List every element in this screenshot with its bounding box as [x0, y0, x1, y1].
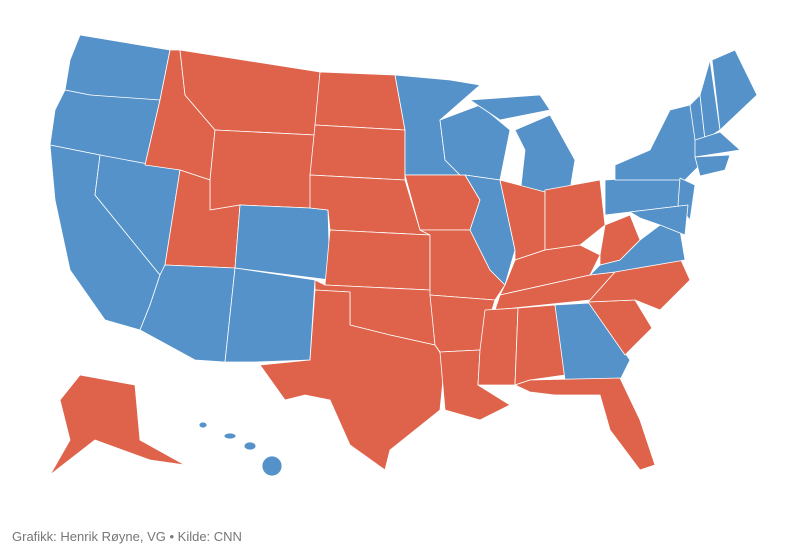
state: [629, 204, 689, 236]
state: [514, 304, 566, 386]
state: [694, 154, 731, 177]
state: [711, 49, 758, 131]
state: [694, 131, 741, 158]
state: [198, 421, 208, 429]
state: [64, 34, 171, 101]
state: [614, 104, 701, 181]
state: [544, 179, 606, 251]
state: [554, 302, 631, 381]
state: [514, 114, 576, 196]
state: [309, 124, 406, 181]
state: [224, 267, 316, 363]
credit: Grafikk: Henrik Røyne, VG • Kilde: CNN: [12, 529, 242, 544]
state: [324, 229, 431, 291]
state: [599, 214, 641, 266]
state: [49, 374, 186, 476]
state: [314, 71, 406, 131]
state: [223, 432, 237, 440]
state: [514, 377, 656, 471]
state: [243, 441, 257, 451]
state: [477, 307, 519, 386]
state: [469, 94, 551, 121]
state: [209, 129, 316, 211]
state: [259, 289, 446, 471]
states: [49, 34, 758, 477]
state: [234, 204, 331, 281]
state: [261, 455, 283, 477]
